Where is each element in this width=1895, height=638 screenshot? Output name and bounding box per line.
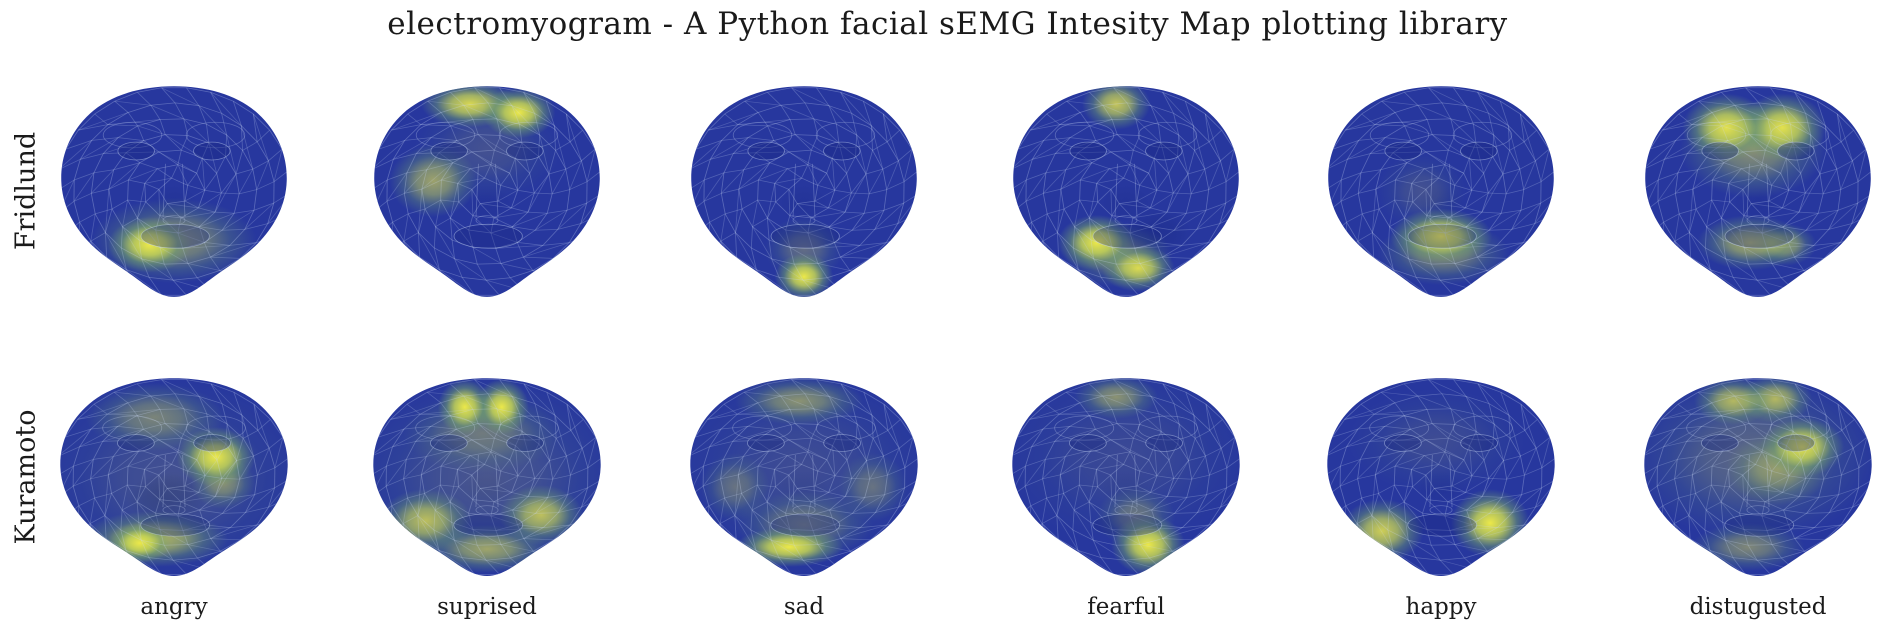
figure-title: electromyogram - A Python facial sEMG In…	[387, 6, 1508, 42]
face-head-shape	[1003, 377, 1249, 577]
face-head-shape	[365, 85, 609, 298]
face-mesh	[1319, 85, 1563, 298]
face-mesh	[682, 85, 926, 298]
face-mesh	[365, 85, 609, 298]
face-kuramoto-fearful	[1003, 377, 1249, 577]
face-fridlund-distugusted	[1636, 85, 1880, 298]
face-mesh	[681, 377, 927, 577]
face-kuramoto-distugusted	[1635, 377, 1881, 577]
col-label-sad: sad	[783, 594, 825, 620]
face-mesh	[51, 377, 297, 577]
face-kuramoto-suprised	[364, 377, 610, 577]
face-kuramoto-happy	[1318, 377, 1564, 577]
face-head-shape	[1004, 85, 1248, 298]
row-label-fridlund: Fridlund	[10, 131, 42, 251]
face-fridlund-fearful	[1004, 85, 1248, 298]
face-mesh	[52, 85, 296, 298]
face-fridlund-angry	[52, 85, 296, 298]
face-head-shape	[51, 377, 297, 577]
face-head-shape	[682, 85, 926, 298]
col-label-angry: angry	[140, 594, 208, 620]
face-head-shape	[1318, 377, 1564, 577]
face-kuramoto-angry	[51, 377, 297, 577]
col-label-distugusted: distugusted	[1689, 594, 1827, 620]
face-fridlund-suprised	[365, 85, 609, 298]
face-mesh	[364, 377, 610, 577]
row-label-kuramoto: Kuramoto	[10, 409, 42, 545]
face-head-shape	[1319, 85, 1563, 298]
face-mesh	[1004, 85, 1248, 298]
face-head-shape	[364, 377, 610, 577]
face-kuramoto-sad	[681, 377, 927, 577]
face-mesh	[1636, 85, 1880, 298]
face-fridlund-happy	[1319, 85, 1563, 298]
face-mesh	[1318, 377, 1564, 577]
col-label-suprised: suprised	[437, 594, 537, 620]
face-fridlund-sad	[682, 85, 926, 298]
col-label-happy: happy	[1405, 594, 1477, 620]
face-head-shape	[1636, 85, 1880, 298]
face-head-shape	[52, 85, 296, 298]
col-label-fearful: fearful	[1087, 594, 1165, 620]
face-head-shape	[681, 377, 927, 577]
face-mesh	[1635, 377, 1881, 577]
face-mesh	[1003, 377, 1249, 577]
face-head-shape	[1635, 377, 1881, 577]
